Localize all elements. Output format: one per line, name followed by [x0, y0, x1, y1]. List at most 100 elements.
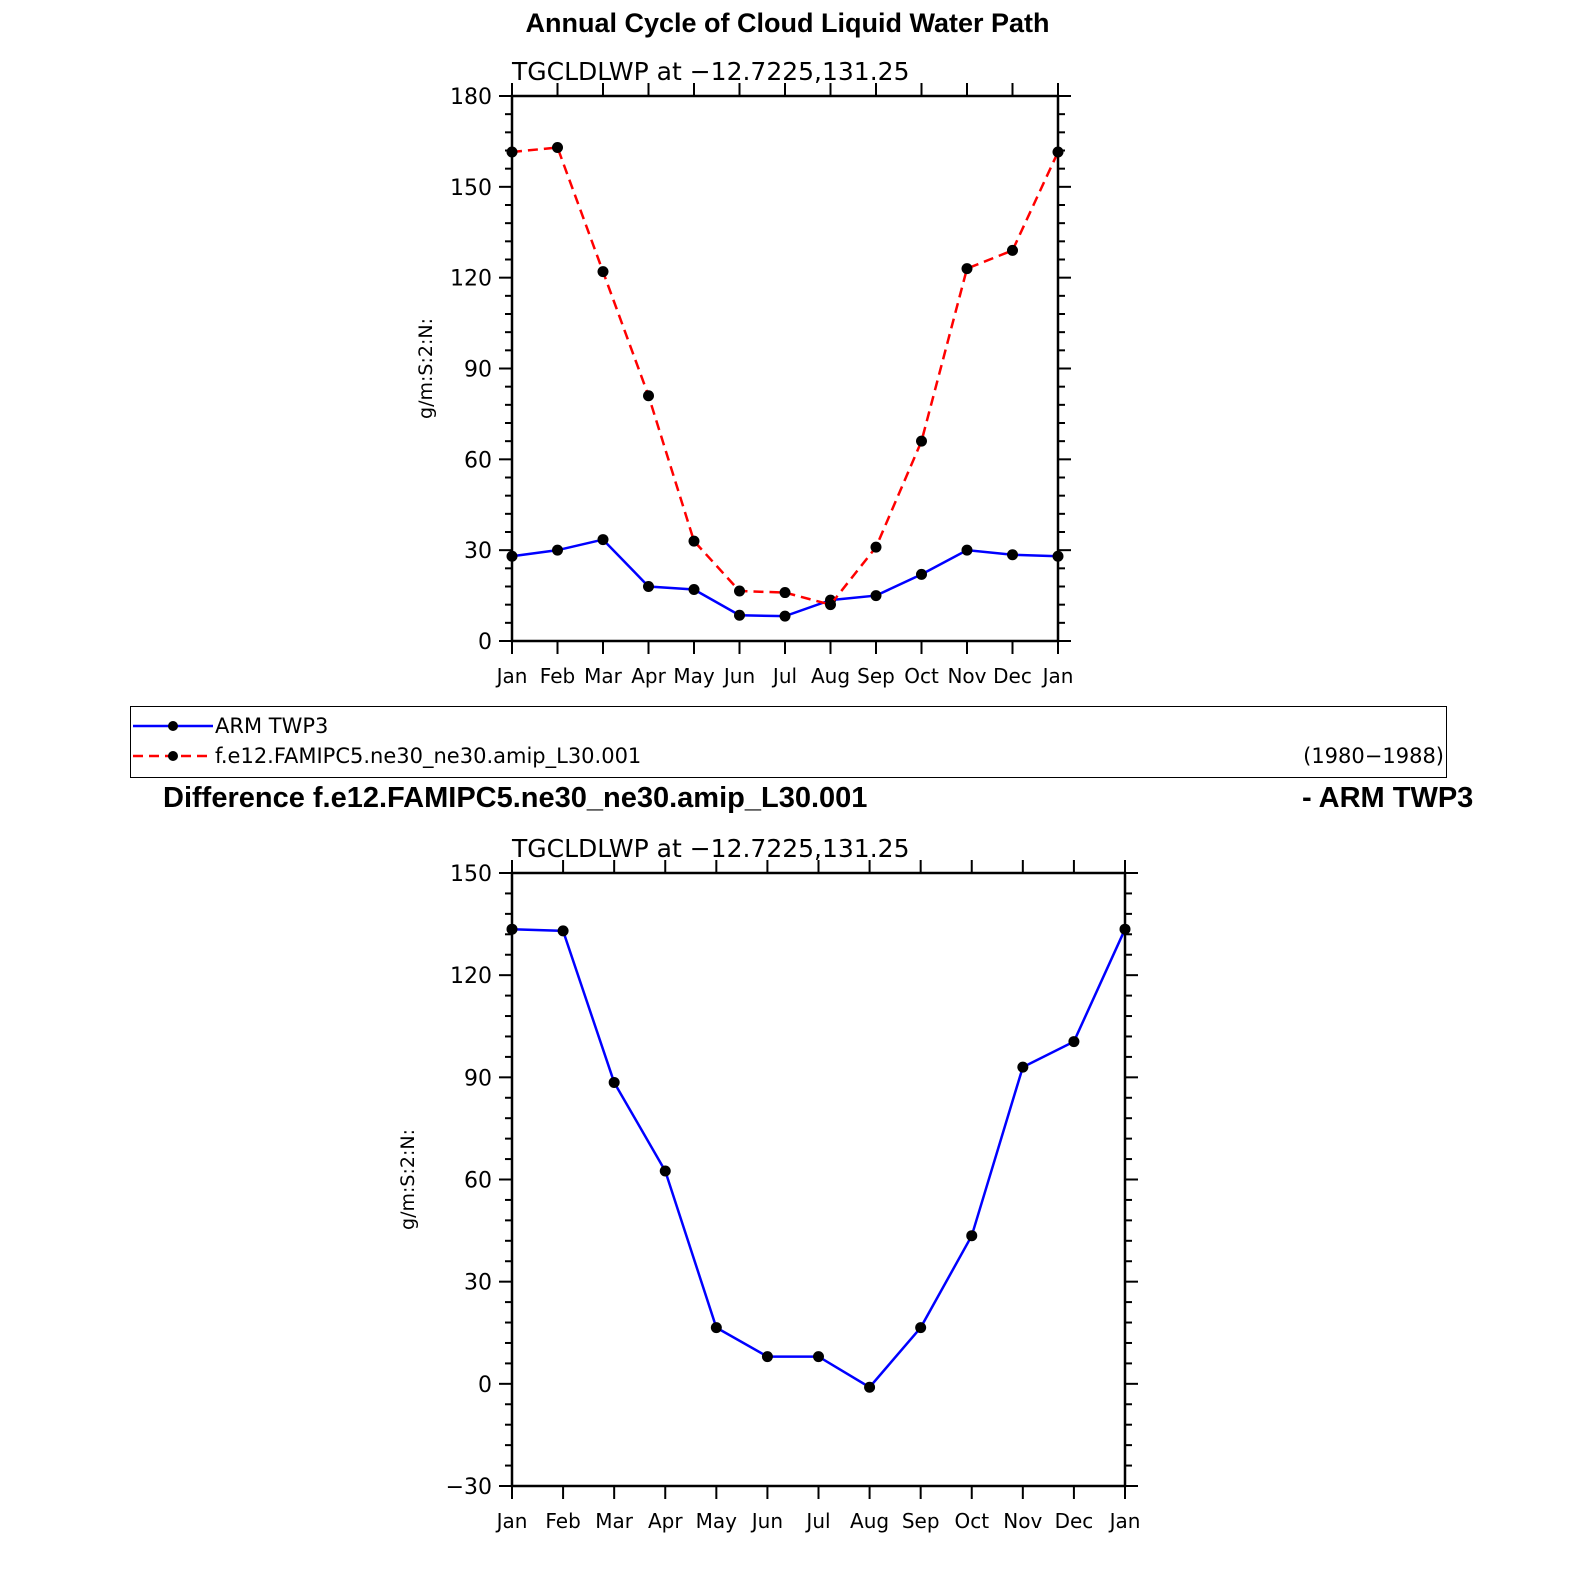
- chart2-ytick-label: 0: [478, 1373, 492, 1398]
- chart1-series-0-point: [779, 610, 791, 622]
- chart1-xtick-label: Jan: [1041, 664, 1074, 688]
- chart2-xtick-label: Nov: [1003, 1509, 1042, 1533]
- chart1-xtick-label: Jan: [495, 664, 528, 688]
- chart1-plot-frame: [510, 94, 1060, 643]
- chart2-series-0-line: [511, 927, 1127, 1389]
- chart1-series-1-point: [1052, 146, 1064, 158]
- chart1-series-0-point: [1052, 550, 1064, 562]
- chart2-xtick-label: Dec: [1055, 1509, 1094, 1533]
- chart1-xtick-label: Oct: [904, 664, 939, 688]
- difference-chart: TGCLDLWP at −12.7225,131.25 −30 0 30 60 90 120…: [397, 834, 1141, 1533]
- chart2-series-0-point: [608, 1076, 620, 1088]
- chart1-xtick-label: Sep: [857, 664, 895, 688]
- chart1-xtick-label: Jun: [722, 664, 755, 688]
- chart1-series-1-point: [552, 141, 563, 153]
- chart2-series-0-point: [710, 1322, 722, 1334]
- chart1-ylabel: g/m:S:2:N:: [415, 318, 437, 419]
- chart1-series-1-point: [916, 435, 927, 447]
- chart1-xtick-label: Mar: [584, 664, 623, 688]
- chart1-series-1-line: [511, 146, 1060, 607]
- chart1-series-0-point: [643, 581, 654, 592]
- chart1-series-1-point: [597, 266, 609, 278]
- chart2-ytick-label: 60: [464, 1169, 492, 1194]
- chart1-xtick-label: Aug: [811, 664, 850, 688]
- legend-line-obs: [133, 721, 213, 731]
- chart2-series-0-point: [966, 1230, 978, 1242]
- chart2-ytick-label: 90: [464, 1066, 492, 1091]
- chart2-xtick-label: Jan: [495, 1509, 528, 1533]
- chart1-series-0-point: [734, 609, 745, 621]
- chart1-xtick-label: Jul: [771, 664, 797, 688]
- chart1-series-1-point: [643, 390, 654, 402]
- chart1-ytick-label: 180: [450, 85, 492, 110]
- chart2-ytick-label: 30: [464, 1271, 492, 1296]
- chart1-xtick-label: Dec: [993, 664, 1032, 688]
- chart1-series-1-point: [1007, 244, 1018, 256]
- chart2-plot-frame: [510, 871, 1127, 1488]
- chart2-xtick-label: Oct: [954, 1509, 989, 1533]
- chart1-series-0-point: [916, 568, 927, 580]
- chart1-series-1-point: [779, 587, 791, 599]
- chart1-xtick-label: Apr: [631, 664, 666, 688]
- chart1-ytick-label: 90: [464, 358, 492, 383]
- chart1-series-1-point: [506, 146, 518, 158]
- legend-years: (1980−1988): [1303, 744, 1444, 768]
- chart2-series-0-point: [659, 1165, 671, 1177]
- difference-title-suffix: - ARM TWP3: [1302, 782, 1474, 814]
- chart1-series-0-point: [552, 544, 563, 556]
- chart2-series-0-point: [506, 923, 518, 935]
- chart1-series-1-point: [825, 599, 836, 611]
- chart1-xtick-label: Feb: [540, 664, 575, 688]
- chart1-series-0-point: [870, 590, 882, 602]
- annual-cycle-chart: TGCLDLWP at −12.7225,131.25 0 30 60 90 120 150…: [415, 57, 1074, 688]
- chart1-series-0-point: [688, 584, 700, 596]
- chart1-ytick-label: 120: [450, 267, 492, 292]
- chart1-series-0-point: [597, 534, 609, 546]
- chart2-subtitle: TGCLDLWP at −12.7225,131.25: [511, 834, 909, 863]
- chart2-xtick-label: Sep: [902, 1509, 940, 1533]
- chart1-series-0-line: [511, 538, 1059, 618]
- chart1-ytick-label: 60: [464, 448, 492, 473]
- chart1-ytick-label: 150: [450, 176, 492, 201]
- chart2-series-0-point: [1017, 1061, 1029, 1073]
- chart2-series-0-point: [915, 1322, 927, 1334]
- chart1-subtitle: TGCLDLWP at −12.7225,131.25: [511, 57, 909, 86]
- chart2-ylabel: g/m:S:2:N:: [397, 1129, 419, 1230]
- chart1-series-1-point: [870, 541, 882, 553]
- legend-label-model: f.e12.FAMIPC5.ne30_ne30.amip_L30.001: [215, 744, 642, 768]
- chart2-xtick-label: Mar: [595, 1509, 634, 1533]
- chart2-series-0-point: [1119, 923, 1131, 935]
- chart1-series-0-point: [961, 544, 973, 556]
- chart2-series-0-point: [813, 1351, 824, 1363]
- chart2-xtick-label: Aug: [850, 1509, 889, 1533]
- chart2-series-0-point: [1068, 1036, 1080, 1048]
- legend-item-obs: ARM TWP3: [131, 711, 1446, 741]
- chart1-series-0-point: [1007, 549, 1018, 561]
- chart1-series-0-point: [506, 550, 518, 562]
- chart2-xtick-label: Jun: [750, 1509, 783, 1533]
- legend-label-obs: ARM TWP3: [215, 714, 329, 738]
- chart2-series-0-point: [761, 1351, 773, 1363]
- difference-title: Difference f.e12.FAMIPC5.ne30_ne30.amip_…: [163, 782, 868, 814]
- chart-title: Annual Cycle of Cloud Liquid Water Path: [525, 8, 1050, 38]
- chart2-xtick-label: Apr: [648, 1509, 683, 1533]
- chart2-xtick-label: Feb: [545, 1509, 580, 1533]
- chart2-ytick-label: 120: [450, 964, 492, 989]
- chart1-series-1-point: [688, 535, 700, 547]
- chart1-xtick-label: Nov: [947, 664, 986, 688]
- chart1-series-1-point: [734, 585, 745, 597]
- chart2-xtick-label: Jan: [1108, 1509, 1141, 1533]
- chart2-xtick-label: May: [696, 1509, 738, 1533]
- legend-line-model: [133, 751, 213, 761]
- chart2-ytick-label: 150: [450, 862, 492, 887]
- chart2-ytick-label: −30: [446, 1475, 492, 1500]
- chart2-series-0-point: [864, 1381, 876, 1393]
- chart2-xtick-label: Jul: [804, 1509, 830, 1533]
- legend: ARM TWP3 f.e12.FAMIPC5.ne30_ne30.amip_L3…: [130, 706, 1447, 778]
- chart2-series-0-point: [557, 925, 569, 937]
- chart1-xtick-label: May: [673, 664, 715, 688]
- chart1-series-1-point: [961, 263, 973, 275]
- legend-item-model: f.e12.FAMIPC5.ne30_ne30.amip_L30.001 (19…: [131, 741, 1446, 771]
- chart1-ytick-label: 30: [464, 539, 492, 564]
- chart1-ytick-label: 0: [478, 630, 492, 655]
